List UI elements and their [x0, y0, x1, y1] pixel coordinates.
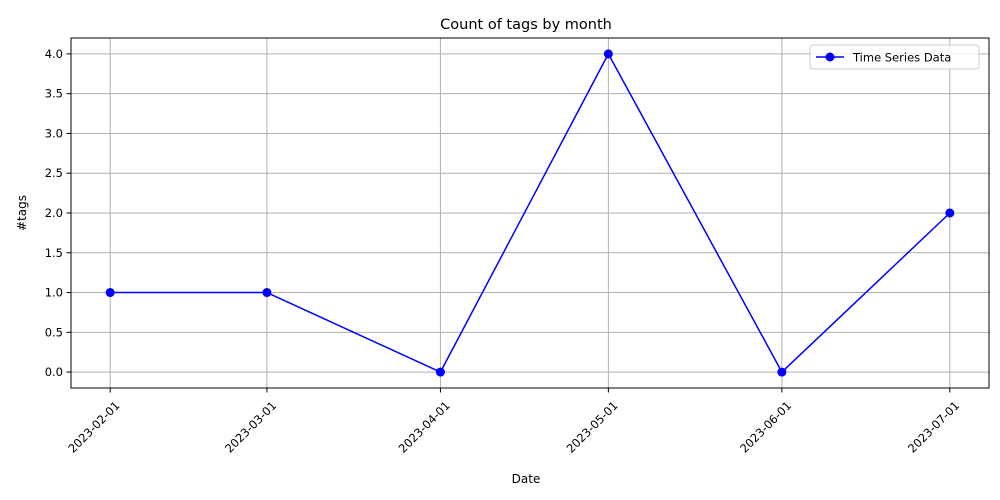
y-tick-label: 0.5 — [45, 325, 63, 339]
data-point — [945, 208, 955, 218]
chart-title: Count of tags by month — [440, 17, 612, 33]
y-tick-label: 2.5 — [45, 166, 63, 180]
x-axis-label: Date — [512, 472, 541, 486]
series-line — [110, 53, 951, 373]
legend-marker-swatch — [825, 52, 835, 62]
y-tick-label: 2.0 — [45, 206, 63, 220]
data-point — [435, 367, 445, 377]
y-tick-label: 1.0 — [45, 286, 63, 300]
legend-box — [809, 44, 980, 70]
legend-label: Time Series Data — [852, 51, 951, 65]
y-axis-ticks: 0.0 0.5 1.0 1.5 2.0 2.5 3.0 3.5 4.0 — [45, 47, 71, 379]
data-point — [777, 367, 787, 377]
data-point — [105, 288, 115, 298]
grid — [71, 38, 989, 388]
data-point — [262, 288, 272, 298]
legend: Time Series Data — [809, 44, 980, 70]
y-tick-label: 0.0 — [45, 365, 63, 379]
data-point — [603, 49, 613, 59]
y-axis-label: #tags — [15, 195, 29, 231]
y-tick-label: 3.0 — [45, 126, 63, 140]
series — [105, 49, 955, 377]
y-tick-label: 4.0 — [45, 47, 63, 61]
plot-area-frame — [70, 37, 990, 389]
y-tick-label: 3.5 — [45, 87, 63, 101]
y-tick-label: 1.5 — [45, 246, 63, 260]
